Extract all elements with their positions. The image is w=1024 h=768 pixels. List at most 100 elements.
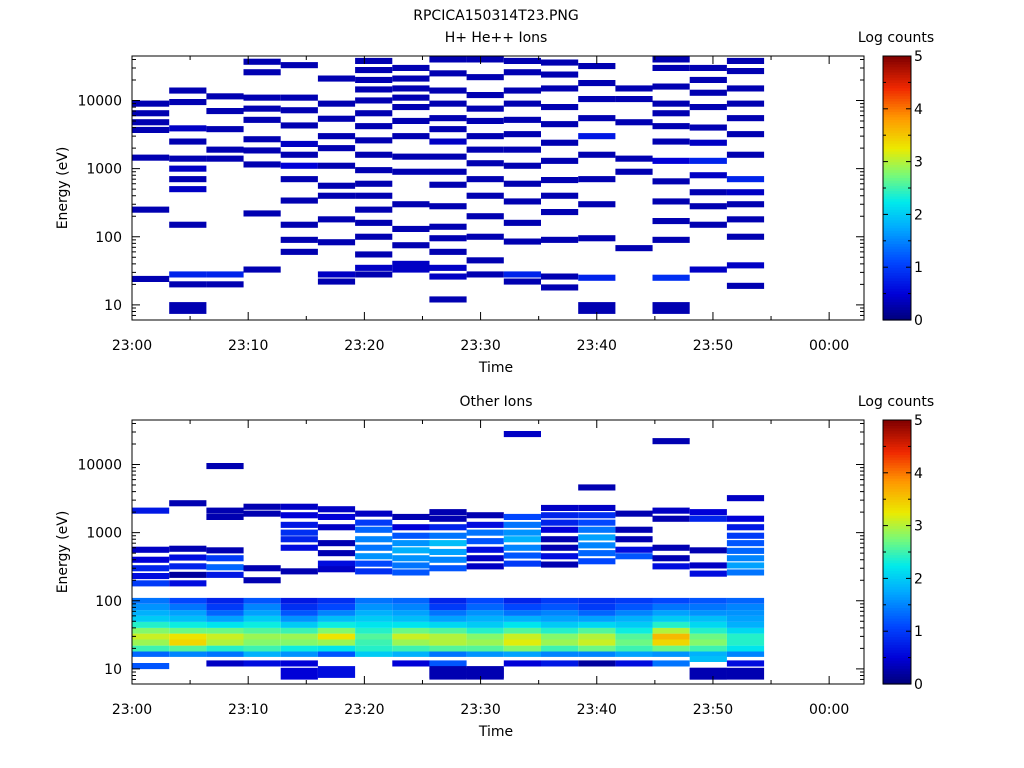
colorbar-tick-label: 1 — [914, 624, 923, 640]
heatmap-cell — [689, 597, 727, 604]
heatmap-cell — [726, 645, 765, 652]
colorbar-tick-label: 5 — [914, 413, 923, 429]
heatmap-cell — [243, 651, 281, 657]
heatmap-cell — [243, 94, 281, 101]
heatmap-cell — [355, 610, 393, 616]
x-tick-label: 23:10 — [228, 338, 268, 354]
x-tick-label: 23:30 — [460, 702, 500, 718]
heatmap-cell — [169, 627, 207, 634]
colorbar-tick-label: 3 — [914, 155, 923, 171]
colorbar-band — [883, 306, 911, 311]
colorbar-band — [883, 314, 911, 318]
heatmap-cell — [726, 603, 765, 611]
colorbar-band — [883, 248, 911, 252]
colorbar-label: Log counts — [858, 30, 934, 46]
heatmap-cell — [726, 176, 765, 183]
heatmap-cell — [466, 271, 504, 278]
colorbar-band — [883, 528, 911, 532]
colorbar-band — [883, 85, 911, 89]
colorbar-band — [883, 581, 911, 585]
heatmap-cell — [652, 627, 690, 634]
heatmap-cell — [503, 560, 541, 567]
heatmap-cell — [652, 555, 690, 562]
heatmap-cell — [429, 667, 467, 680]
heatmap-cell — [317, 278, 356, 285]
heatmap-cell — [578, 633, 616, 640]
x-tick-label: 23:40 — [577, 338, 617, 354]
heatmap-cell — [206, 621, 244, 628]
heatmap-cell — [726, 131, 765, 138]
heatmap-cell — [392, 562, 430, 569]
heatmap-cell — [169, 603, 207, 611]
colorbar-band — [883, 143, 911, 147]
heatmap-cell — [652, 633, 690, 640]
heatmap-cell — [466, 105, 504, 112]
heatmap-cell — [355, 206, 393, 213]
heatmap-cell — [132, 615, 170, 622]
heatmap-cell — [392, 94, 430, 101]
heatmap-cell — [392, 651, 430, 657]
heatmap-cell — [392, 225, 430, 232]
heatmap-cell — [280, 140, 318, 147]
heatmap-cell — [169, 99, 207, 106]
colorbar-band — [883, 562, 911, 566]
heatmap-cell — [132, 154, 170, 161]
heatmap-cell — [206, 610, 244, 616]
heatmap-cell — [578, 603, 616, 611]
colorbar-band — [883, 602, 911, 606]
heatmap-cell — [243, 645, 281, 652]
colorbar-band — [883, 425, 911, 429]
heatmap-cell — [503, 536, 541, 543]
heatmap-cell — [503, 633, 541, 640]
heatmap-cell — [541, 615, 579, 622]
heatmap-cell — [317, 145, 356, 152]
heatmap-cell — [355, 621, 393, 628]
heatmap-cell — [466, 603, 504, 611]
colorbar-band — [883, 538, 911, 543]
heatmap-cell — [503, 219, 541, 226]
heatmap-cell — [726, 610, 765, 616]
heatmap-cell — [726, 633, 765, 640]
heatmap-cell — [429, 633, 467, 640]
heatmap-cell — [652, 639, 690, 646]
heatmap-cell — [206, 603, 244, 611]
heatmap-cell — [392, 153, 430, 160]
heatmap-cell — [355, 180, 393, 187]
heatmap-cell — [726, 189, 765, 196]
heatmap-cell — [132, 110, 170, 117]
heatmap-cell — [652, 274, 690, 281]
heatmap-cell — [132, 610, 170, 616]
colorbar-band — [883, 190, 911, 194]
heatmap-cell — [392, 540, 430, 547]
heatmap-cell — [169, 87, 207, 94]
heatmap-cell — [578, 550, 616, 557]
heatmap-cell — [541, 59, 579, 66]
heatmap-cell — [206, 271, 244, 278]
heatmap-cell — [503, 529, 541, 536]
heatmap-cell — [726, 667, 765, 680]
heatmap-cell — [652, 178, 690, 185]
heatmap-cell — [503, 513, 541, 520]
heatmap-cell — [689, 509, 727, 516]
colorbar-band — [883, 522, 911, 527]
colorbar-band — [883, 238, 911, 242]
colorbar-band — [883, 82, 911, 86]
heatmap-cell — [317, 566, 356, 573]
heatmap-cell — [132, 126, 170, 133]
heatmap-cell — [726, 85, 765, 92]
heatmap-cell — [243, 615, 281, 622]
heatmap-cell — [392, 555, 430, 562]
heatmap-cell — [317, 524, 356, 531]
heatmap-cell — [503, 100, 541, 107]
colorbar-band — [883, 493, 911, 498]
colorbar-band — [883, 433, 911, 437]
heatmap-cell — [169, 155, 207, 162]
heatmap-cell — [726, 100, 765, 107]
heatmap-cell — [652, 621, 690, 628]
heatmap-cell — [429, 223, 467, 230]
heatmap-cell — [652, 507, 690, 514]
heatmap-cell — [392, 627, 430, 634]
heatmap-cell — [615, 526, 653, 533]
heatmap-cell — [503, 615, 541, 622]
heatmap-cell — [503, 544, 541, 551]
